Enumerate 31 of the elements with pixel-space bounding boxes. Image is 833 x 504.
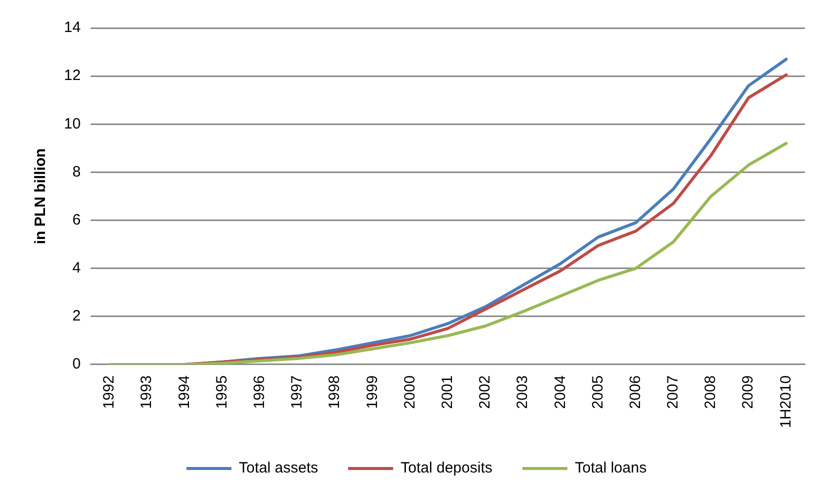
- x-tick-label: 2001: [438, 375, 456, 409]
- y-tick-label: 4: [72, 259, 81, 276]
- x-tick-label: 1999: [364, 375, 381, 409]
- legend-label: Total assets: [238, 460, 318, 477]
- x-tick-label: 2003: [514, 375, 532, 409]
- x-tick-label: 2002: [476, 375, 494, 409]
- x-tick-label: 2004: [552, 375, 569, 409]
- x-tick-label: 2005: [589, 375, 606, 409]
- y-tick-label: 12: [64, 67, 81, 84]
- x-tick-label: 1993: [138, 375, 156, 409]
- x-tick-label: 1H2010: [777, 375, 794, 428]
- x-tick-label: 1996: [251, 375, 268, 409]
- x-tick-label: 1992: [100, 375, 118, 409]
- y-tick-label: 6: [72, 211, 81, 228]
- y-tick-label: 10: [64, 115, 81, 132]
- y-tick-label: 8: [72, 163, 81, 180]
- y-tick-label: 2: [72, 308, 81, 325]
- x-tick-label: 2009: [740, 375, 757, 409]
- x-tick-label: 1994: [176, 375, 193, 409]
- x-tick-label: 2007: [664, 375, 682, 409]
- x-tick-label: 2006: [626, 375, 644, 409]
- y-tick-label: 14: [64, 19, 81, 36]
- x-tick-label: 2008: [702, 375, 720, 409]
- y-tick-label: 0: [72, 356, 81, 373]
- x-tick-label: 1997: [288, 375, 306, 409]
- x-tick-label: 1995: [213, 375, 230, 409]
- x-tick-label: 2000: [401, 375, 418, 409]
- legend-label: Total loans: [574, 460, 647, 477]
- y-axis-title: in PLN billion: [32, 148, 50, 244]
- x-tick-label: 1998: [326, 375, 344, 409]
- legend-label: Total deposits: [400, 460, 492, 477]
